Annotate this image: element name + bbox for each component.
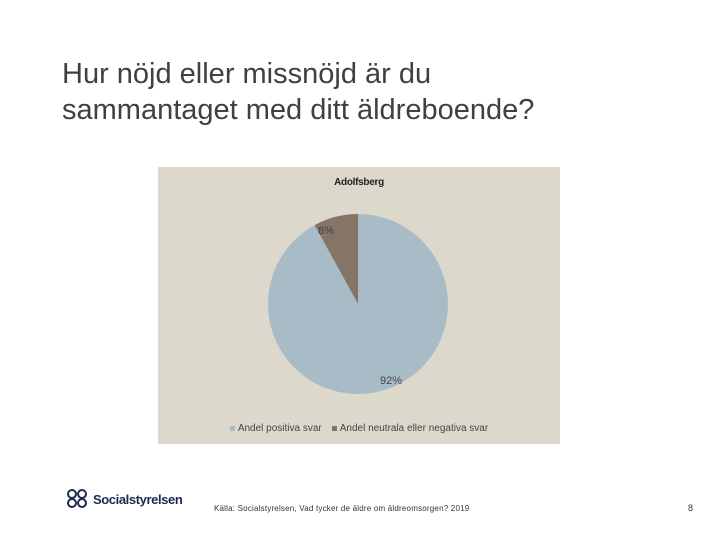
- source-citation: Källa: Socialstyrelsen, Vad tycker de äl…: [214, 504, 470, 513]
- chart-legend: Andel positiva svar Andel neutrala eller …: [158, 423, 560, 434]
- legend-label-1: Andel positiva svar: [237, 423, 322, 434]
- slide-title-line1: Hur nöjd eller missnöjd är du: [62, 58, 432, 90]
- chart-title: Adolfsberg: [334, 177, 384, 188]
- legend-swatch-1: [229, 426, 235, 431]
- pie-slice-label-1: 92%: [380, 375, 402, 387]
- page-number: 8: [688, 503, 694, 513]
- legend-item-1: Andel positiva svar: [229, 423, 322, 434]
- socialstyrelsen-logo: Socialstyrelsen: [64, 488, 183, 510]
- pie-slice-2: [314, 214, 358, 304]
- legend-item-2: Andel neutrala eller negativa svar: [331, 423, 489, 434]
- pie-chart: 92% 8%: [268, 214, 448, 394]
- pie-slice-label-2: 8%: [318, 225, 334, 237]
- socialstyrelsen-logo-icon: [67, 489, 87, 508]
- slide-title-line2: sammantaget med ditt äldreboende?: [62, 94, 535, 126]
- slide-title: Hur nöjd eller missnöjd är du sammantage…: [62, 56, 682, 128]
- legend-label-2: Andel neutrala eller negativa svar: [339, 423, 489, 434]
- logo-text: Socialstyrelsen: [93, 491, 183, 507]
- legend-swatch-2: [331, 426, 337, 431]
- pie-chart-panel: Adolfsberg 92% 8% Andel positiva svar Ande…: [158, 167, 560, 444]
